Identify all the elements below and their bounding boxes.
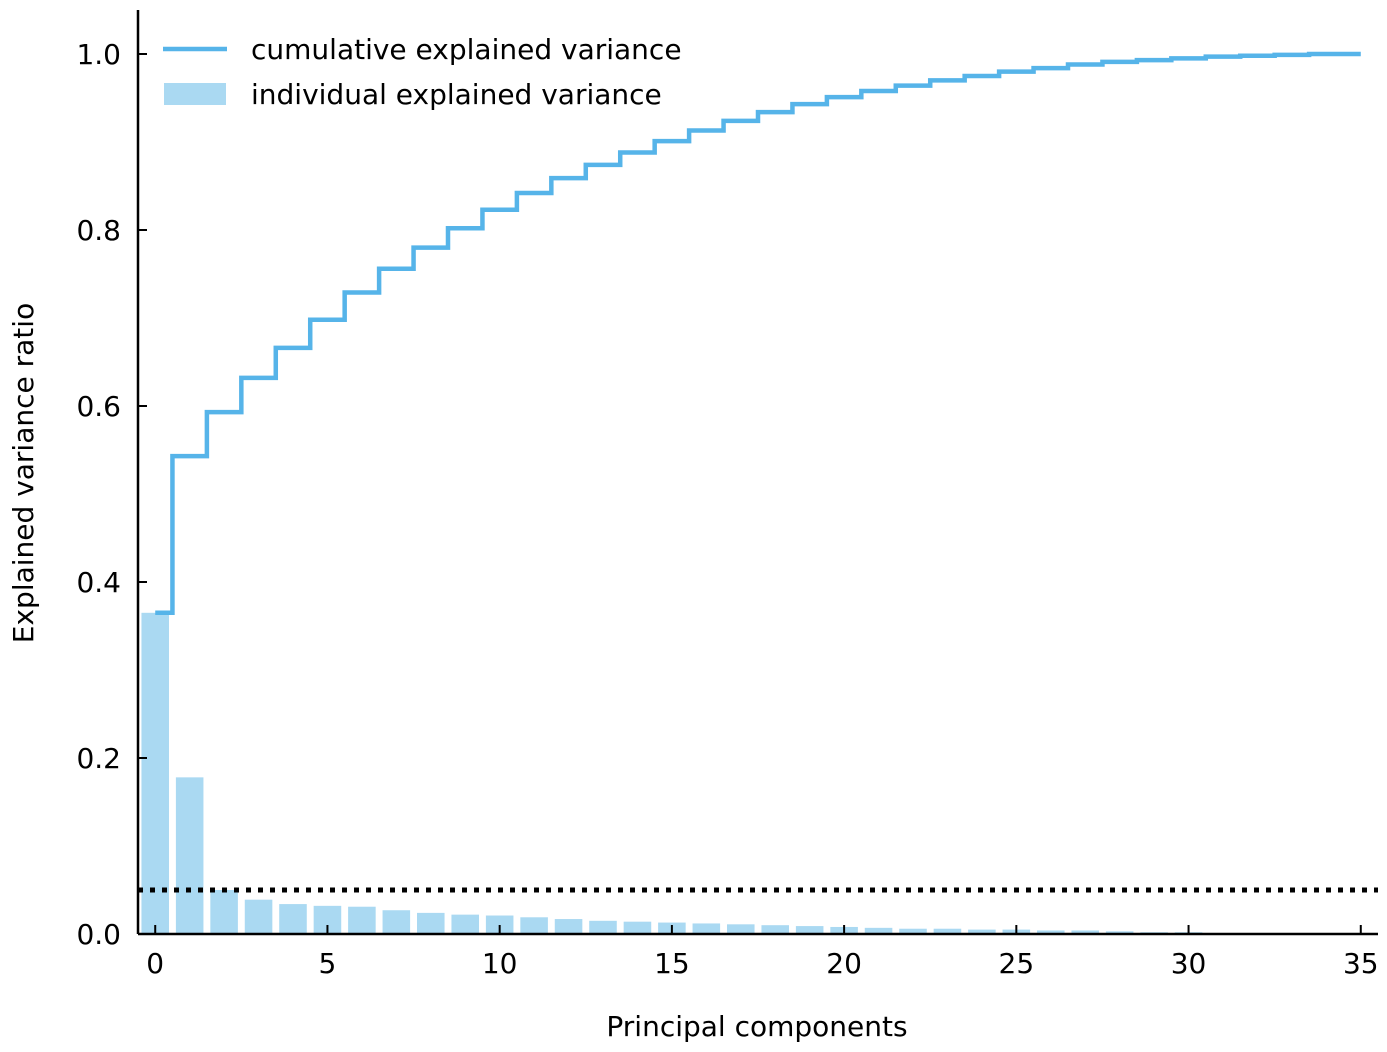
bar-pc-14 bbox=[623, 921, 652, 934]
legend-swatch-individual bbox=[164, 83, 226, 105]
bar-pc-26 bbox=[1037, 930, 1065, 934]
bar-pc-17 bbox=[727, 924, 755, 934]
bar-pc-0 bbox=[141, 612, 169, 934]
bar-pc-24 bbox=[968, 929, 996, 934]
y-tick-label: 0.6 bbox=[76, 390, 121, 423]
x-tick-label: 10 bbox=[482, 947, 518, 980]
bar-pc-3 bbox=[244, 899, 273, 934]
legend: cumulative explained variance individual… bbox=[163, 33, 682, 111]
bar-pc-1 bbox=[175, 777, 204, 934]
bar-pc-23 bbox=[933, 928, 962, 934]
bar-pc-11 bbox=[520, 917, 548, 934]
x-tick-label: 0 bbox=[146, 947, 164, 980]
bar-pc-10 bbox=[485, 915, 514, 934]
y-tick-label: 1.0 bbox=[76, 38, 121, 71]
bar-pc-4 bbox=[279, 904, 307, 934]
x-tick-label: 5 bbox=[319, 947, 337, 980]
x-tick-label: 35 bbox=[1343, 947, 1379, 980]
bar-pc-19 bbox=[795, 926, 824, 934]
bar-pc-18 bbox=[761, 925, 789, 934]
bar-pc-27 bbox=[1071, 930, 1099, 934]
bar-pc-21 bbox=[864, 927, 893, 934]
y-tick-label: 0.2 bbox=[76, 742, 121, 775]
x-tick-label: 25 bbox=[999, 947, 1035, 980]
bars-layer bbox=[141, 612, 1375, 934]
bar-pc-9 bbox=[451, 914, 479, 934]
x-tick-label: 30 bbox=[1171, 947, 1207, 980]
cumulative-step-line bbox=[155, 51, 1361, 616]
line-layer bbox=[155, 51, 1361, 616]
bar-pc-12 bbox=[554, 919, 583, 934]
y-tick-label: 0.4 bbox=[76, 566, 121, 599]
ticks-layer: 0 5 10 15 20 25 30 35 0.0 0.2 0.4 0.6 0.8 1.0 bbox=[76, 38, 1378, 980]
legend-label-individual: individual explained variance bbox=[251, 78, 662, 111]
y-axis-title: Explained variance ratio bbox=[7, 303, 40, 643]
bar-pc-22 bbox=[899, 928, 927, 934]
bar-pc-13 bbox=[589, 920, 617, 934]
x-axis-title: Principal components bbox=[606, 1010, 907, 1043]
bar-pc-8 bbox=[417, 912, 445, 934]
bar-pc-28 bbox=[1105, 931, 1134, 934]
y-tick-label: 0.8 bbox=[76, 214, 121, 247]
x-tick-label: 15 bbox=[654, 947, 690, 980]
x-tick-label: 20 bbox=[826, 947, 862, 980]
axes-layer bbox=[136, 10, 1378, 936]
bar-pc-2 bbox=[210, 890, 238, 934]
bar-pc-6 bbox=[348, 906, 376, 934]
y-tick-label: 0.0 bbox=[76, 918, 121, 951]
bar-pc-7 bbox=[382, 910, 411, 934]
bar-pc-16 bbox=[692, 923, 721, 934]
legend-label-cumulative: cumulative explained variance bbox=[251, 33, 682, 66]
